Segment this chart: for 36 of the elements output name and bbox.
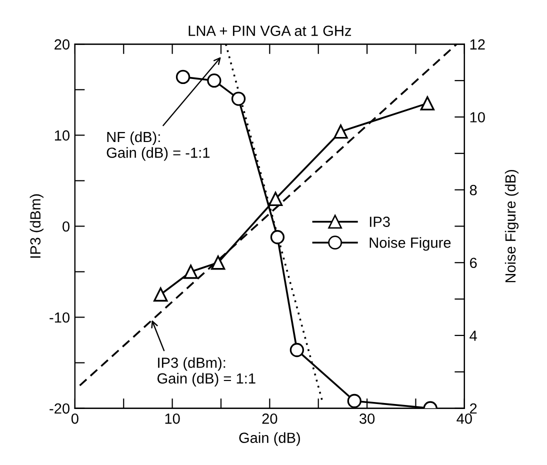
x-tick-label: 20 [262,414,278,424]
y-axis-title: IP3 (dBm) [30,194,44,258]
y2-tick-label: 10 [470,112,485,122]
y-tick-label: -20 [50,403,70,414]
point [347,394,362,408]
point [154,287,168,302]
point [290,342,304,358]
y-tick-label: 20 [54,39,70,50]
y-tick-label: 0 [62,221,70,232]
x-axis-title: Gain (dB) [239,432,300,446]
y2-tick-label: 8 [470,184,477,196]
y2-tick-label: 2 [470,403,477,414]
x-tick-label: 0 [71,414,78,424]
point [184,264,198,279]
annotation: NF (dB): Gain (dB) = -1:1 [106,131,210,161]
y-tick-label: 10 [54,130,70,141]
legend-label: Noise Figure [370,237,451,251]
point [231,92,246,106]
legend-label: IP3 [370,216,390,227]
point [270,230,285,244]
point [210,256,226,270]
y-tick-label: -10 [50,312,70,323]
y2-tick-label: 4 [470,330,477,341]
point [334,124,348,139]
x-tick-label: 40 [456,414,472,424]
point [207,74,222,88]
y2-tick-label: 12 [470,39,485,50]
point [176,70,190,84]
chart-title: LNA + PIN VGA at 1 GHz [188,26,352,36]
point [268,192,283,206]
point [420,96,434,110]
x-tick-label: 10 [165,414,180,424]
y2-tick-label: 6 [470,258,477,268]
x-tick-label: 30 [359,414,375,424]
y2-axis-title: Noise Figure (dB) [504,170,519,282]
annotation: IP3 (dBm): Gain (dB) = 1:1 [157,357,256,387]
